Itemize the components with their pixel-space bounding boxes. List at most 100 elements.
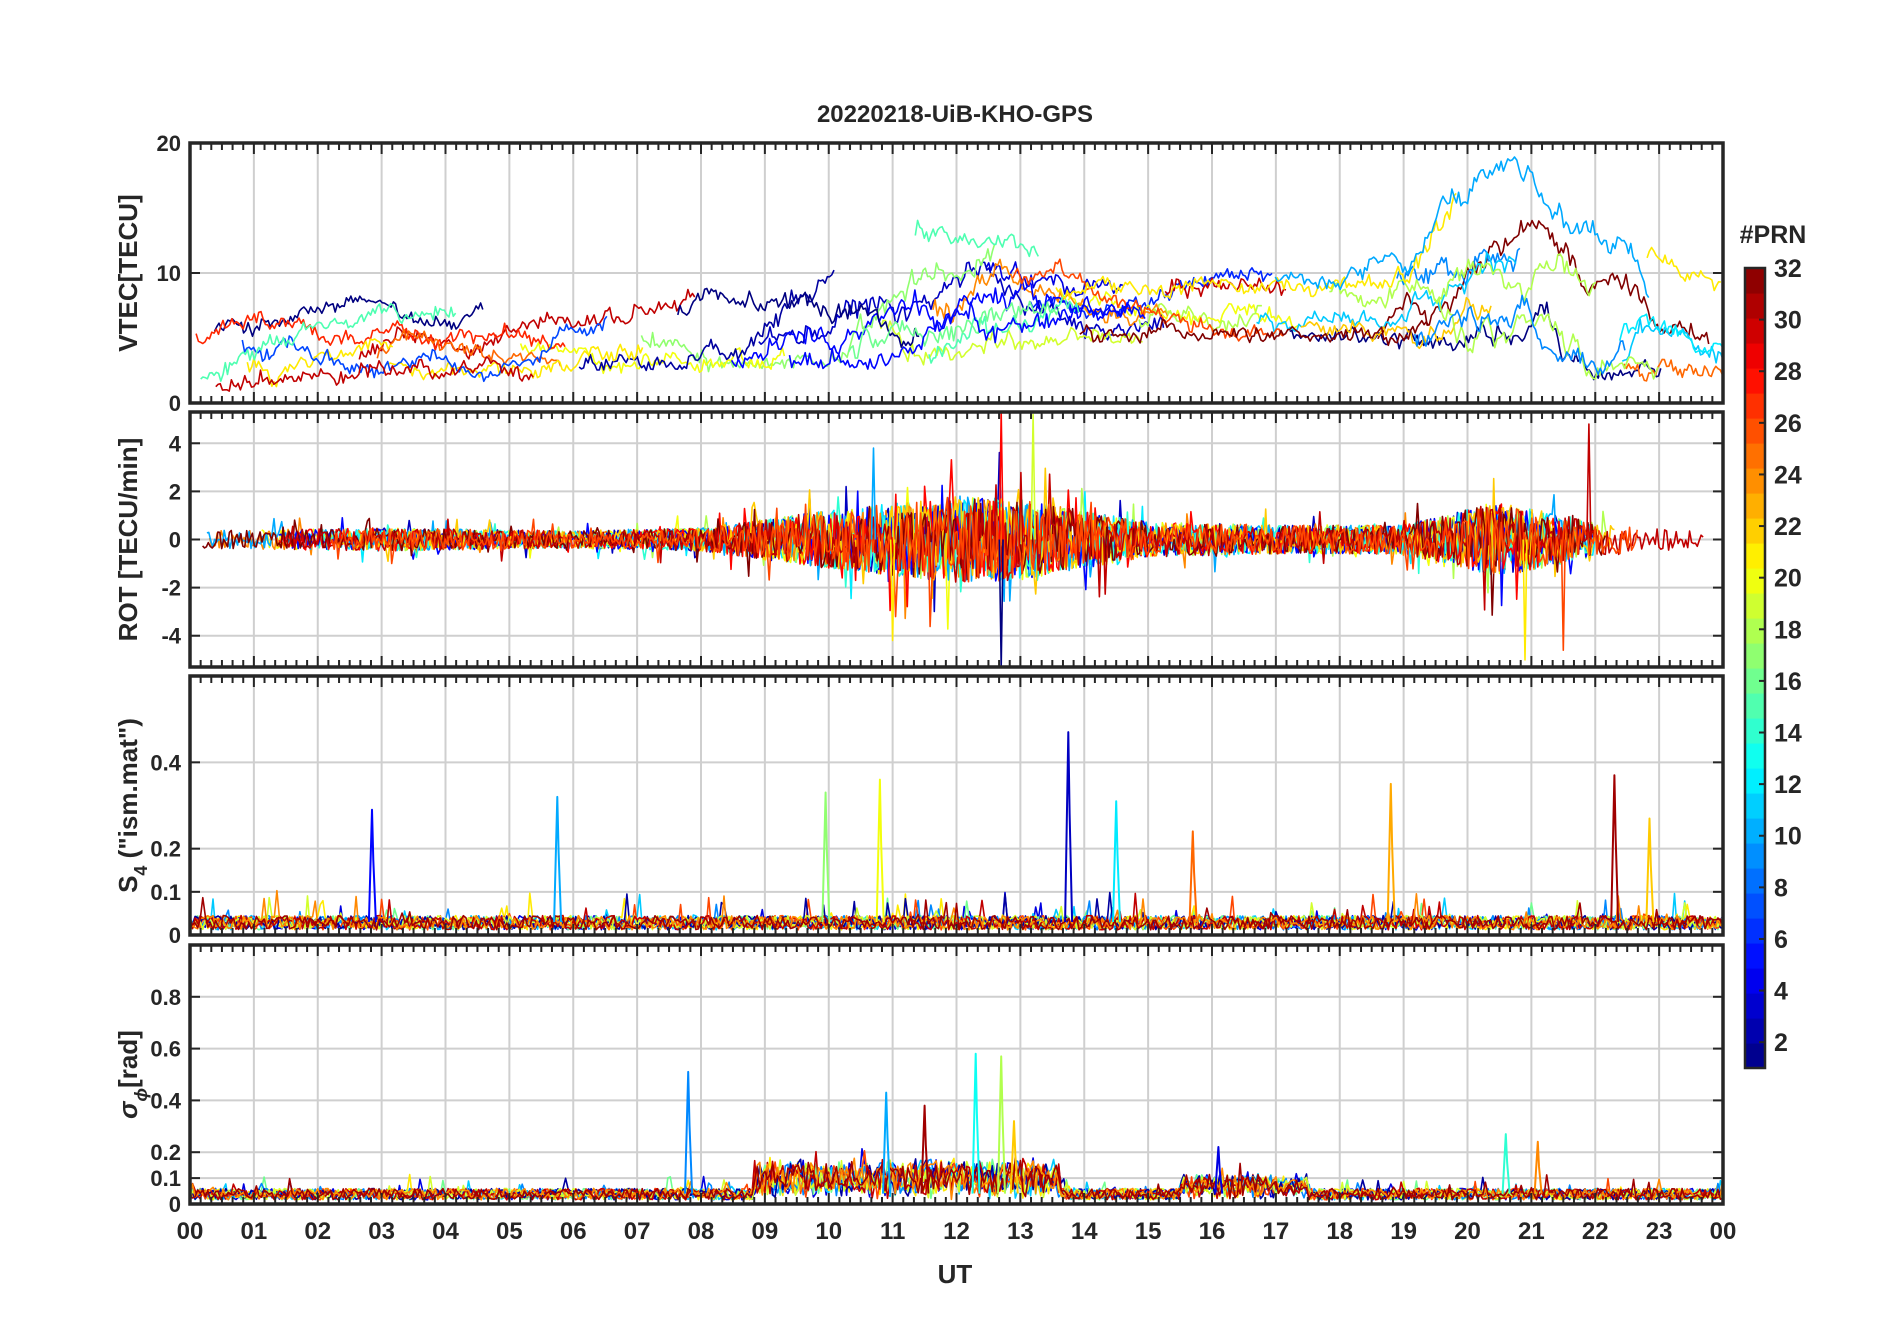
y-tick-label: 0.6 bbox=[150, 1037, 181, 1062]
panel-3: 00.10.20.4S4 ("ism.mat") bbox=[113, 674, 1725, 948]
data-series bbox=[195, 156, 1723, 392]
y-tick-label: 0.2 bbox=[150, 1140, 181, 1165]
vtec-series-prn-30 bbox=[358, 288, 696, 360]
colorbar-segment bbox=[1745, 668, 1765, 694]
y-tick-label: 0.8 bbox=[150, 985, 181, 1010]
spike-prn-5 bbox=[367, 808, 377, 923]
spike-prn-25 bbox=[1188, 830, 1198, 923]
x-tick-label: 12 bbox=[943, 1218, 970, 1245]
vtec-series-prn-11 bbox=[1256, 251, 1517, 334]
spike-prn-10 bbox=[553, 795, 563, 923]
colorbar-segment bbox=[1745, 418, 1765, 444]
colorbar-tick-label: 22 bbox=[1774, 513, 1802, 541]
y-tick-label: 0.2 bbox=[150, 837, 181, 862]
colorbar-tick-label: 26 bbox=[1774, 410, 1802, 438]
vtec-series-prn-5 bbox=[788, 301, 1146, 370]
colorbar-tick-label: 16 bbox=[1774, 668, 1802, 696]
y-axis-label-main: S bbox=[113, 876, 143, 893]
y-axis-label-rest: [rad] bbox=[113, 1030, 143, 1088]
colorbar-segment bbox=[1745, 518, 1765, 544]
spike-prn-3 bbox=[1064, 731, 1074, 923]
x-tick-label: 00 bbox=[1710, 1218, 1737, 1245]
y-axis-label: σϕ[rad] bbox=[113, 1030, 151, 1119]
spike-prn-14 bbox=[1501, 1133, 1511, 1194]
spike-prn-12 bbox=[1112, 800, 1121, 923]
vtec-series-prn-5 bbox=[730, 279, 1131, 369]
vtec-series-prn-19 bbox=[875, 308, 1143, 366]
spike-prn-10 bbox=[882, 1091, 892, 1194]
x-tick-label: 10 bbox=[815, 1218, 842, 1245]
x-tick-label: 15 bbox=[1135, 1218, 1162, 1245]
spike-prn-24 bbox=[1533, 1140, 1543, 1194]
colorbar-segment bbox=[1745, 693, 1765, 719]
colorbar-segment bbox=[1745, 868, 1765, 894]
vtec-series-prn-2 bbox=[578, 269, 835, 372]
colorbar-segment bbox=[1745, 768, 1765, 794]
x-axis-label: UT bbox=[938, 1259, 973, 1289]
colorbar-segment bbox=[1745, 1018, 1765, 1044]
colorbar-tick-label: 14 bbox=[1774, 720, 1802, 748]
vtec-series-prn-25 bbox=[376, 328, 562, 367]
colorbar-tick-label: 18 bbox=[1774, 616, 1802, 644]
colorbar-segment bbox=[1745, 818, 1765, 844]
y-axis-label-sub: ϕ bbox=[131, 1088, 151, 1102]
x-tick-label: 01 bbox=[241, 1218, 268, 1245]
y-tick-label: 0.4 bbox=[150, 1088, 181, 1113]
x-ticks bbox=[189, 412, 1724, 667]
vtec-series-prn-16 bbox=[847, 300, 1060, 359]
vtec-series-prn-1 bbox=[213, 295, 484, 338]
x-ticks bbox=[189, 143, 1724, 403]
vtec-series-prn-32 bbox=[1079, 318, 1430, 347]
colorbar-tick-label: 6 bbox=[1774, 926, 1788, 954]
spike-prn-20 bbox=[875, 778, 885, 923]
y-ticks bbox=[190, 761, 1723, 936]
y-tick-label: 0.1 bbox=[150, 1166, 181, 1191]
spike-prn-18 bbox=[997, 1055, 1006, 1194]
colorbar-label: #PRN bbox=[1740, 221, 1807, 249]
rot-spike bbox=[1030, 413, 1036, 540]
vtec-series-prn-18 bbox=[1434, 253, 1597, 304]
y-axis-label-sub: 4 bbox=[131, 866, 151, 876]
colorbar-tick-label: 10 bbox=[1774, 823, 1802, 851]
vtec-series-prn-15 bbox=[200, 302, 457, 382]
vtec-series-prn-21 bbox=[1055, 192, 1457, 300]
colorbar-tick-label: 2 bbox=[1774, 1029, 1788, 1057]
colorbar-segment bbox=[1745, 393, 1765, 419]
spike-prn-31 bbox=[920, 1104, 930, 1194]
x-tick-label: 02 bbox=[304, 1218, 331, 1245]
colorbar-tick-label: 20 bbox=[1774, 565, 1802, 593]
vtec-series-prn-25 bbox=[1623, 358, 1723, 382]
spike-prn-4 bbox=[1214, 1146, 1224, 1194]
vtec-series-prn-7 bbox=[241, 315, 608, 383]
x-ticks bbox=[189, 945, 1724, 1204]
chart-title: 20220218-UiB-KHO-GPS bbox=[817, 101, 1093, 128]
colorbar-segment bbox=[1745, 918, 1765, 944]
y-axis-label-rest: ("ism.mat") bbox=[113, 718, 143, 865]
spike-prn-9 bbox=[684, 1070, 694, 1194]
y-tick-label: -4 bbox=[161, 624, 181, 649]
colorbar-segment bbox=[1745, 718, 1765, 744]
x-tick-label: 21 bbox=[1518, 1218, 1545, 1245]
grid bbox=[190, 143, 1723, 403]
colorbar-tick-label: 12 bbox=[1774, 771, 1802, 799]
y-tick-label: 10 bbox=[157, 261, 181, 286]
colorbar-segment bbox=[1745, 743, 1765, 769]
x-tick-label: 18 bbox=[1326, 1218, 1353, 1245]
colorbar-segment bbox=[1745, 293, 1765, 319]
vtec-series-prn-30 bbox=[215, 356, 534, 392]
x-tick-label: 07 bbox=[624, 1218, 651, 1245]
vtec-series-prn-9 bbox=[1414, 294, 1626, 375]
x-tick-label: 13 bbox=[1007, 1218, 1034, 1245]
y-ticks bbox=[190, 142, 1723, 404]
y-tick-label: 0.4 bbox=[150, 750, 181, 775]
colorbar-segment bbox=[1745, 318, 1765, 344]
grid bbox=[190, 676, 1723, 935]
vtec-series-prn-20 bbox=[519, 341, 786, 375]
vtec-series-prn-27 bbox=[195, 310, 566, 351]
vtec-series-prn-3 bbox=[758, 261, 1165, 345]
colorbar-segment bbox=[1745, 943, 1765, 969]
y-axis-label-main: σ bbox=[113, 1100, 143, 1119]
vtec-series-prn-18 bbox=[1329, 278, 1659, 380]
colorbar-segment bbox=[1745, 568, 1765, 594]
